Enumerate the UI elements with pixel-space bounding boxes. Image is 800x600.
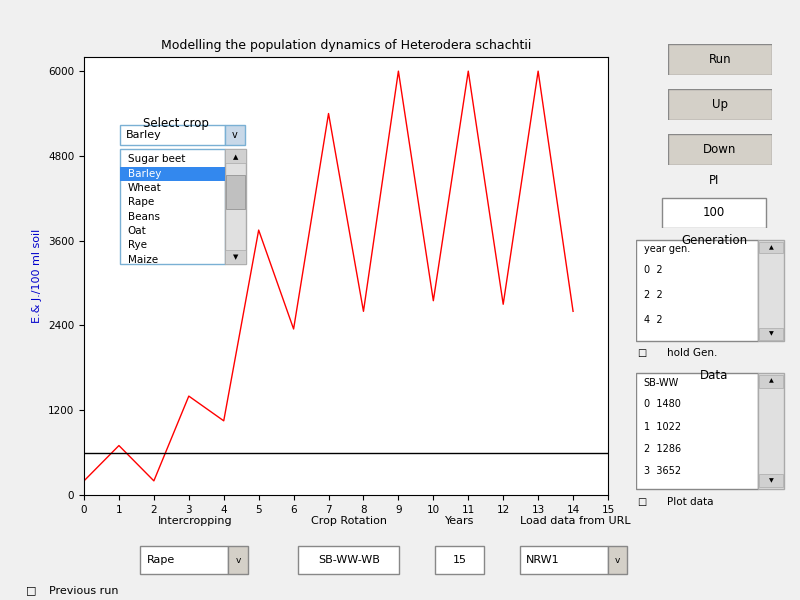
Text: Run: Run [709,53,731,66]
Text: Up: Up [712,98,728,111]
Text: □: □ [638,347,647,358]
FancyBboxPatch shape [226,175,245,209]
Title: Modelling the population dynamics of Heterodera schachtii: Modelling the population dynamics of Het… [161,38,531,52]
Text: Plot data: Plot data [667,497,714,507]
Text: Load data from URL: Load data from URL [520,515,630,526]
Text: 0  2: 0 2 [644,265,662,275]
Text: v: v [235,556,241,565]
Text: Intercropping: Intercropping [158,515,233,526]
FancyBboxPatch shape [759,375,782,388]
Text: ▼: ▼ [769,331,774,337]
Text: Data: Data [700,369,728,382]
FancyBboxPatch shape [140,546,228,574]
Text: hold Gen.: hold Gen. [667,347,718,358]
FancyBboxPatch shape [120,125,225,145]
Text: Rye: Rye [127,241,146,250]
Y-axis label: E.& J./100 ml soil: E.& J./100 ml soil [33,229,42,323]
FancyBboxPatch shape [435,546,484,574]
Text: Down: Down [703,143,737,156]
Text: Barley: Barley [127,169,161,179]
Text: Beans: Beans [127,212,159,222]
Text: Wheat: Wheat [127,183,162,193]
FancyBboxPatch shape [759,242,782,253]
FancyBboxPatch shape [759,474,782,487]
Text: Select crop: Select crop [143,117,209,130]
Text: Years: Years [445,515,474,526]
FancyBboxPatch shape [225,125,245,145]
Text: Oat: Oat [127,226,146,236]
FancyBboxPatch shape [608,546,627,574]
Text: ▲: ▲ [769,245,774,250]
FancyBboxPatch shape [662,197,766,228]
Text: □: □ [26,586,37,596]
FancyBboxPatch shape [668,44,772,75]
Text: Maize: Maize [127,255,158,265]
Text: 2  1286: 2 1286 [644,444,681,454]
Text: 2  2: 2 2 [644,290,662,300]
Text: Previous run: Previous run [49,586,118,596]
Text: v: v [232,130,238,140]
FancyBboxPatch shape [225,149,246,264]
FancyBboxPatch shape [520,546,608,574]
Text: Sugar beet: Sugar beet [127,154,185,164]
FancyBboxPatch shape [120,167,225,181]
Text: 0  1480: 0 1480 [644,399,681,409]
FancyBboxPatch shape [668,134,772,165]
FancyBboxPatch shape [636,373,758,488]
Text: Rape: Rape [127,197,154,208]
Text: Generation: Generation [681,234,747,247]
Text: ▼: ▼ [769,478,774,483]
FancyBboxPatch shape [636,241,758,341]
Text: year gen.: year gen. [644,244,690,254]
FancyBboxPatch shape [758,373,784,488]
Text: 15: 15 [453,555,466,565]
FancyBboxPatch shape [225,149,246,163]
FancyBboxPatch shape [668,89,772,120]
Text: 3  3652: 3 3652 [644,466,681,476]
FancyBboxPatch shape [228,546,248,574]
FancyBboxPatch shape [758,241,784,341]
Text: Rape: Rape [146,555,175,565]
Text: ▲: ▲ [769,379,774,384]
Text: 1  1022: 1 1022 [644,422,681,431]
Text: 4  2: 4 2 [644,315,662,325]
Text: □: □ [638,497,647,507]
Text: SB-WW: SB-WW [644,377,679,388]
Text: v: v [614,556,620,565]
Text: 100: 100 [703,206,725,220]
FancyBboxPatch shape [120,149,225,264]
Text: SB-WW-WB: SB-WW-WB [318,555,380,565]
FancyBboxPatch shape [298,546,399,574]
Text: Crop Rotation: Crop Rotation [311,515,387,526]
Text: PI: PI [709,174,719,187]
Text: ▲: ▲ [233,155,238,161]
Text: ▼: ▼ [233,254,238,260]
Text: NRW1: NRW1 [526,555,560,565]
Text: Barley: Barley [126,130,162,140]
FancyBboxPatch shape [759,328,782,340]
FancyBboxPatch shape [225,250,246,264]
